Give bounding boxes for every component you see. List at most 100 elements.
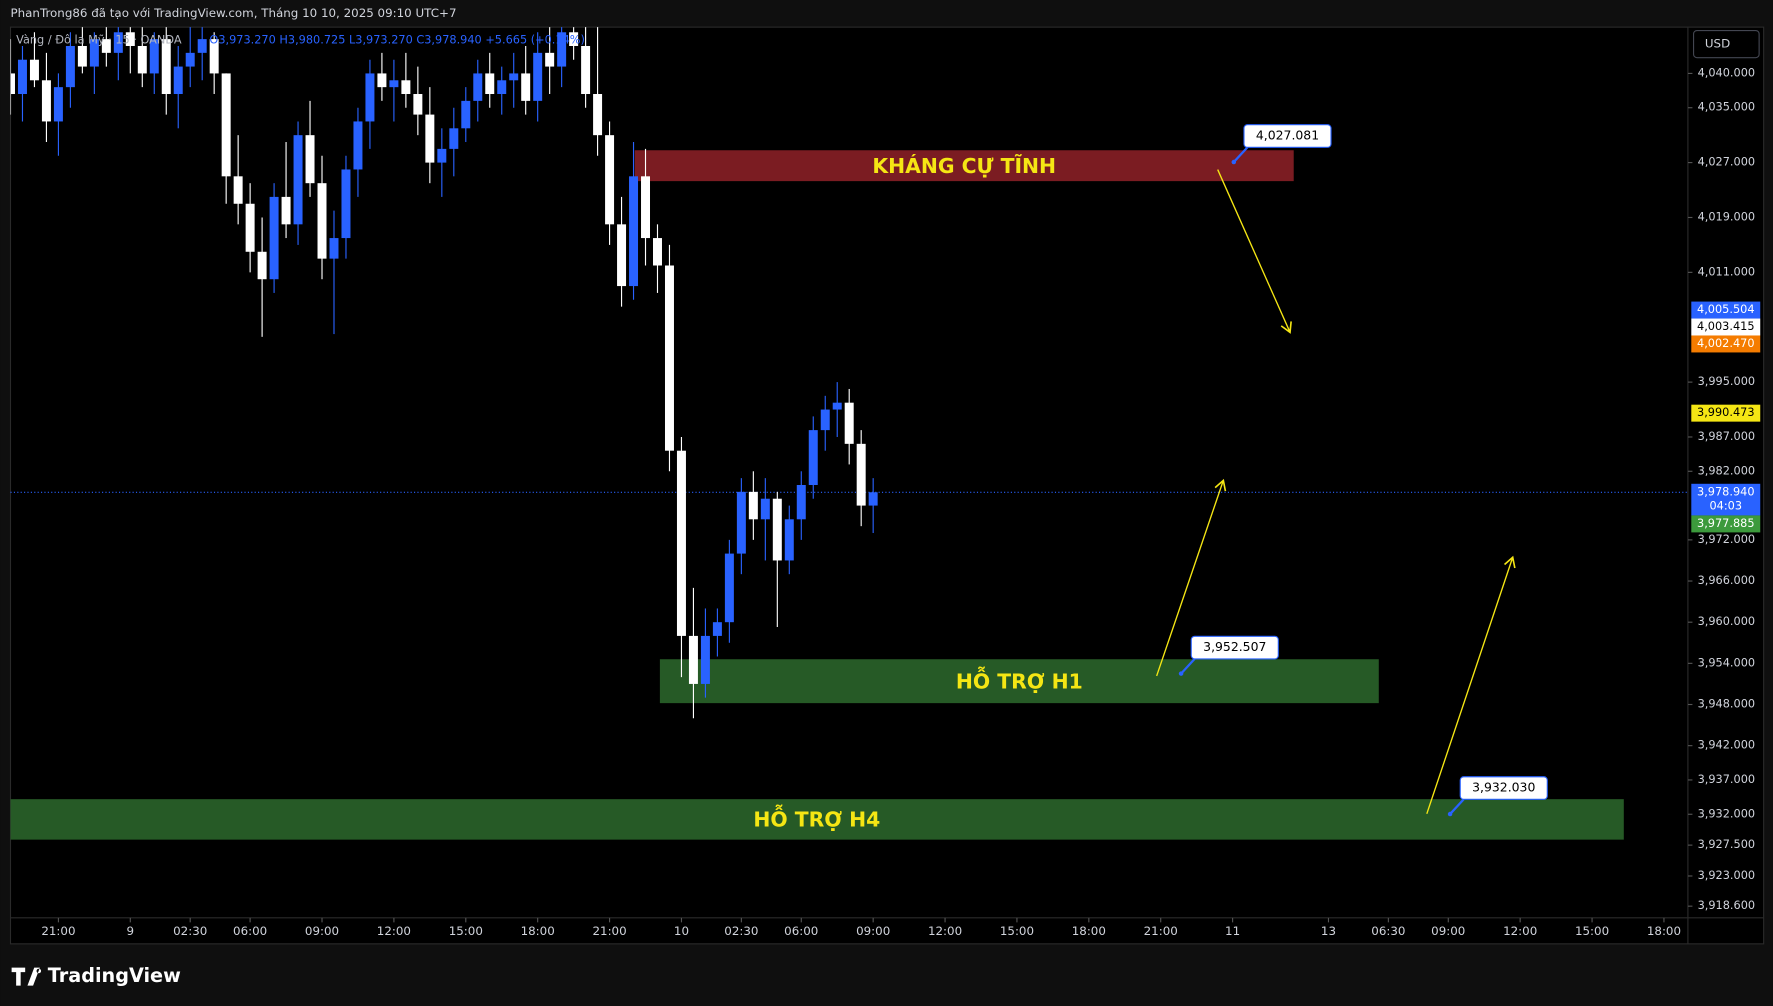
- price-badge: [1691, 318, 1761, 336]
- candle-body: [149, 39, 159, 74]
- candle-body: [473, 73, 483, 101]
- plot: KHÁNG CỰ TĨNH HỖ TRỢ H1 HỖ TRỢ H4: [10, 27, 1688, 840]
- callout-anchor: [1231, 159, 1237, 165]
- currency-button[interactable]: [1692, 29, 1760, 59]
- x-tick-label: 02:30: [173, 924, 207, 938]
- x-tick-label: 09:00: [305, 924, 339, 938]
- candle-body: [676, 450, 686, 636]
- zone-label: KHÁNG CỰ TĨNH: [872, 153, 1056, 178]
- candle-body: [161, 39, 171, 95]
- price-badge: [1691, 483, 1761, 516]
- candle-body: [772, 498, 782, 561]
- candle-body: [77, 45, 87, 67]
- zone: [634, 150, 1294, 182]
- x-tick-label: 11: [1225, 924, 1240, 938]
- callout-label: 3,932.030: [1472, 780, 1535, 795]
- y-tick-label: 3,987.000: [1698, 430, 1755, 443]
- candle-body: [101, 39, 111, 53]
- candle-body: [629, 176, 639, 287]
- callout-box: [1243, 124, 1332, 148]
- y-tick-label: 4,035.000: [1698, 101, 1755, 114]
- y-tick-label: 4,019.000: [1698, 210, 1755, 223]
- candle-body: [317, 183, 327, 259]
- candle-body: [10, 73, 15, 95]
- candle-body: [437, 148, 447, 163]
- candle-body: [748, 491, 758, 520]
- candle-body: [173, 66, 183, 95]
- candle-body: [185, 52, 195, 67]
- x-tick-label: 12:00: [1503, 924, 1537, 938]
- candle-body: [497, 80, 507, 95]
- candle-body: [736, 491, 746, 554]
- candle-body: [593, 94, 603, 136]
- y-tick-label: 3,927.500: [1698, 838, 1755, 851]
- price-badge-label: 4,003.415: [1697, 320, 1754, 333]
- candle-body: [233, 176, 243, 204]
- price-badge-label: 3,977.885: [1697, 517, 1754, 530]
- callout-label: 4,027.081: [1256, 128, 1319, 143]
- candle-body: [581, 45, 591, 95]
- candle-body: [65, 45, 75, 88]
- x-tick-label: 09:00: [1431, 924, 1465, 938]
- y-tick-label: 4,027.000: [1698, 156, 1755, 169]
- brand: TradingView: [48, 964, 181, 987]
- callout-pointer: [1180, 658, 1196, 675]
- candle-body: [17, 59, 27, 95]
- y-tick-label: 3,982.000: [1698, 464, 1755, 477]
- candle-body: [449, 128, 459, 149]
- x-tick-label: 15:00: [1000, 924, 1034, 938]
- brand-logo: TradingView: [11, 964, 181, 987]
- candle-body: [257, 251, 267, 280]
- y-tick-label: 4,011.000: [1698, 265, 1755, 278]
- zone-label: HỖ TRỢ H1: [956, 665, 1083, 693]
- candle-body: [832, 402, 842, 410]
- candle-body: [29, 59, 39, 81]
- price-badge-label: 3,978.940: [1697, 485, 1754, 498]
- price-badge: [1691, 301, 1761, 319]
- y-tick-label: 3,918.600: [1698, 899, 1755, 912]
- candle-body: [413, 94, 423, 115]
- price-badge-label: 3,990.473: [1697, 406, 1754, 419]
- candle-body: [605, 135, 615, 225]
- currency[interactable]: USD: [1705, 37, 1730, 51]
- y-tick-label: 3,995.000: [1698, 375, 1755, 388]
- y-tick-label: 3,932.000: [1698, 807, 1755, 820]
- y-tick-label: 3,923.000: [1698, 869, 1755, 882]
- candle-body: [365, 73, 375, 122]
- y-tick-label: 4,040.000: [1698, 66, 1755, 79]
- candle-body: [401, 80, 411, 95]
- x-tick-label: 9: [127, 924, 135, 938]
- callout-box: [1459, 776, 1548, 800]
- candle-body: [245, 203, 255, 252]
- x-tick-label: 18:00: [1647, 924, 1681, 938]
- candle-body: [557, 32, 567, 67]
- candle-body: [305, 135, 315, 184]
- x-tick-label: 12:00: [928, 924, 962, 938]
- candle-body: [784, 519, 794, 561]
- price-badge: [1691, 404, 1761, 422]
- y-tick-label: 3,942.000: [1698, 739, 1755, 752]
- candle-body: [461, 100, 471, 129]
- price-badge: [1691, 515, 1761, 533]
- ohlc-header: O3,973.270 H3,980.725 L3,973.270 C3,978.…: [209, 34, 584, 47]
- attribution: PhanTrong86 đã tạo với TradingView.com, …: [10, 6, 456, 20]
- candle-body: [856, 443, 866, 506]
- candle-body: [341, 169, 351, 239]
- y-tick-label: 3,948.000: [1698, 698, 1755, 711]
- candle-body: [125, 32, 135, 46]
- x-tick-label: 21:00: [592, 924, 626, 938]
- y-tick-label: 3,937.000: [1698, 773, 1755, 786]
- candle-body: [221, 73, 231, 177]
- zone: [10, 799, 1624, 840]
- x-tick-label: 02:30: [724, 924, 758, 938]
- candle-body: [533, 52, 543, 101]
- candle-body: [485, 73, 495, 95]
- candle-body: [281, 196, 291, 225]
- x-tick-label: 21:00: [1144, 924, 1178, 938]
- candle-body: [808, 430, 818, 485]
- x-tick-label: 21:00: [41, 924, 75, 938]
- y-tick-label: 3,960.000: [1698, 615, 1755, 628]
